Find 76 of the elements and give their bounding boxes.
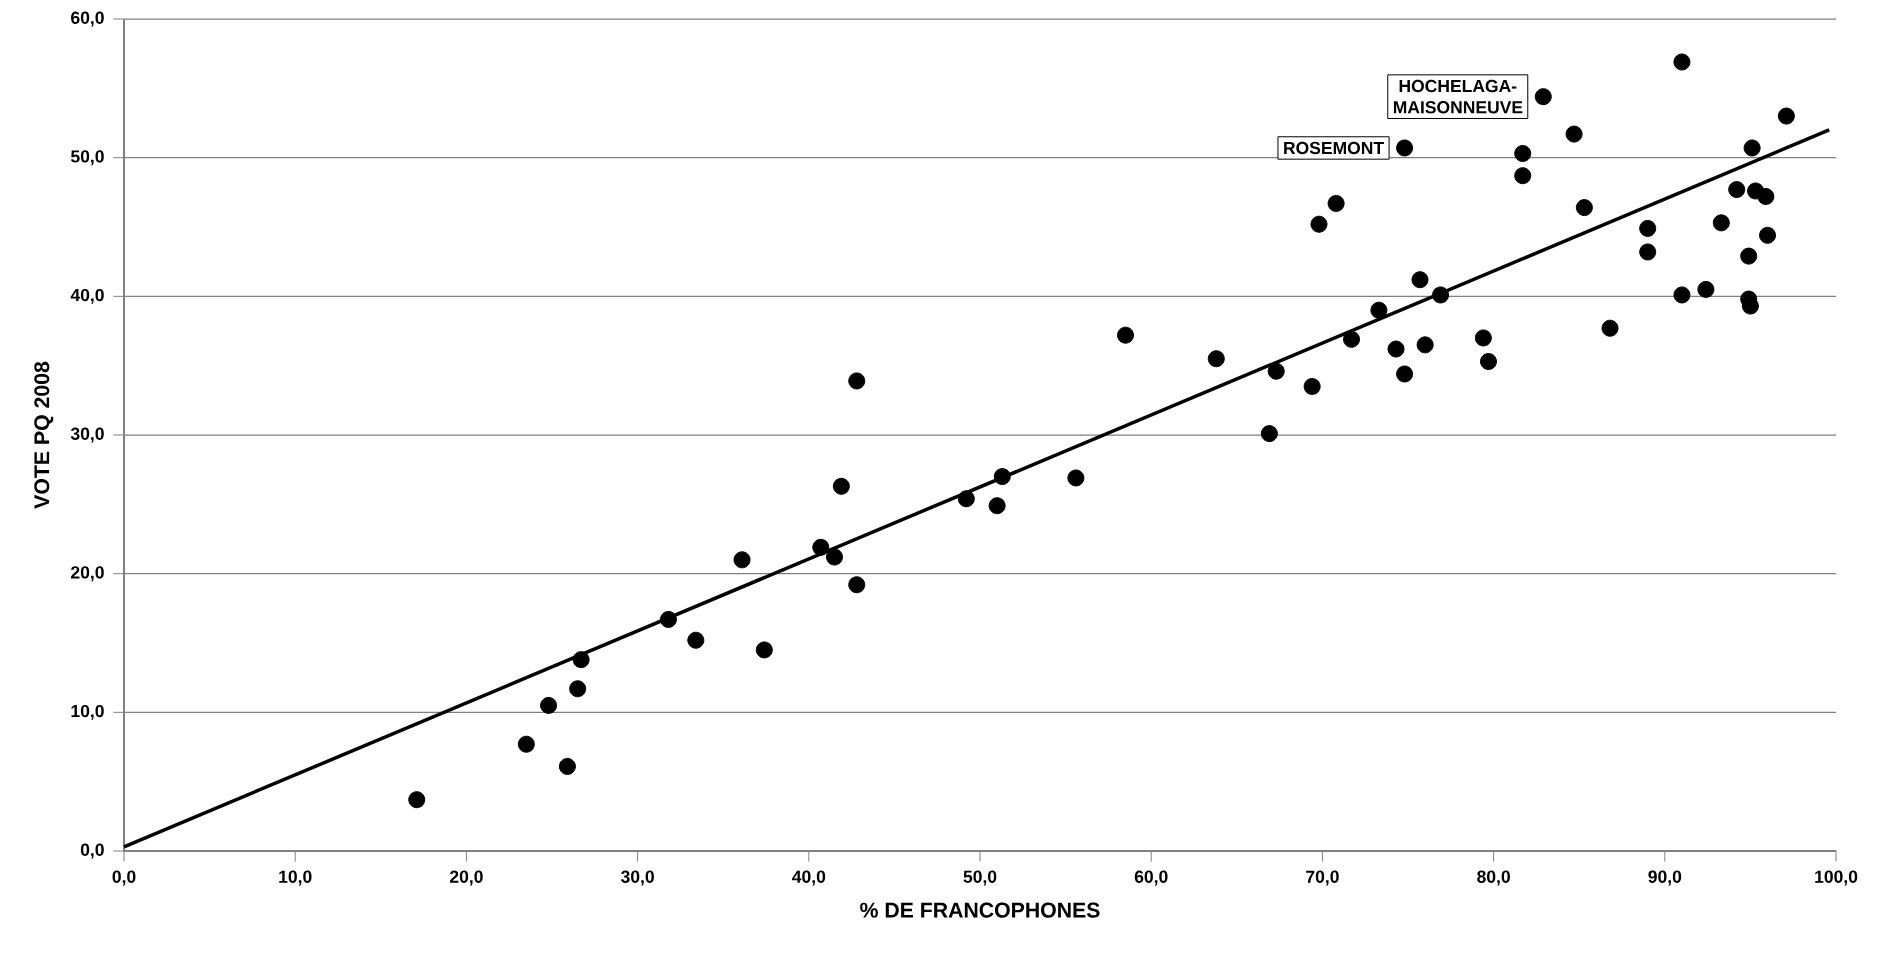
point xyxy=(1396,365,1414,383)
point xyxy=(1514,167,1532,185)
x-tick-label: 80,0 xyxy=(1477,870,1510,886)
point xyxy=(1565,125,1583,143)
point xyxy=(1207,350,1225,368)
point xyxy=(957,490,975,508)
point xyxy=(1673,286,1691,304)
point xyxy=(1411,271,1429,289)
x-tick-label: 70,0 xyxy=(1306,870,1339,886)
point xyxy=(812,538,830,556)
point xyxy=(1303,377,1321,395)
point xyxy=(1387,340,1405,358)
point xyxy=(1432,286,1450,304)
y-tick-label: 40,0 xyxy=(70,288,104,304)
point xyxy=(993,468,1011,486)
annotation: ROSEMONT xyxy=(1284,141,1384,155)
y-tick-label: 50,0 xyxy=(70,150,104,166)
point xyxy=(540,696,558,714)
point xyxy=(1514,145,1532,163)
point xyxy=(848,372,866,390)
point xyxy=(733,551,751,569)
point xyxy=(1777,107,1795,125)
point xyxy=(1310,215,1328,233)
point xyxy=(408,791,426,809)
point xyxy=(1117,326,1135,344)
y-tick-label: 60,0 xyxy=(71,11,104,27)
point xyxy=(825,548,843,566)
point xyxy=(1327,194,1345,212)
point xyxy=(1601,319,1619,337)
point xyxy=(572,651,590,669)
point xyxy=(569,680,587,698)
point xyxy=(988,497,1006,515)
x-axis-title: % DE FRANCOPHONES xyxy=(860,902,1100,918)
point xyxy=(832,477,850,495)
point xyxy=(687,631,705,649)
y-tick-label: 0,0 xyxy=(80,843,104,859)
point xyxy=(517,735,535,753)
point xyxy=(1743,139,1761,157)
x-tick-label: 90,0 xyxy=(1648,870,1682,886)
y-axis-title: VOTE PQ 2008 xyxy=(34,361,54,509)
point xyxy=(1416,336,1434,354)
y-tick-label: 10,0 xyxy=(71,704,104,720)
point xyxy=(1639,243,1657,261)
x-tick-label: 60,0 xyxy=(1134,870,1168,886)
point xyxy=(1639,219,1657,237)
point xyxy=(1474,329,1492,347)
point xyxy=(755,641,773,659)
point xyxy=(1267,362,1285,380)
y-tick-label: 30,0 xyxy=(70,427,104,443)
point xyxy=(1396,139,1414,157)
point xyxy=(1728,181,1746,199)
point xyxy=(1575,199,1593,217)
point xyxy=(1479,353,1497,371)
y-tick-label: 20,0 xyxy=(71,566,104,582)
x-tick-label: 100,0 xyxy=(1815,870,1858,886)
point xyxy=(1067,469,1085,487)
point xyxy=(1740,247,1758,265)
point xyxy=(1712,214,1730,232)
point xyxy=(848,576,866,594)
annotation: HOCHELAGA-MAISONNEUVE xyxy=(1393,79,1523,114)
x-tick-label: 40,0 xyxy=(792,870,826,886)
point xyxy=(1697,280,1715,298)
point xyxy=(1759,226,1777,244)
x-tick-label: 50,0 xyxy=(963,870,997,886)
point xyxy=(1343,330,1361,348)
point xyxy=(558,757,576,775)
point xyxy=(1260,425,1278,443)
point xyxy=(1370,301,1388,319)
point xyxy=(1534,88,1552,106)
x-tick-label: 0,0 xyxy=(112,870,136,886)
x-tick-label: 10,0 xyxy=(279,870,312,886)
x-tick-label: 30,0 xyxy=(620,870,654,886)
x-tick-label: 20,0 xyxy=(449,870,483,886)
point xyxy=(1673,53,1691,71)
point xyxy=(1757,188,1775,205)
point xyxy=(659,610,677,628)
